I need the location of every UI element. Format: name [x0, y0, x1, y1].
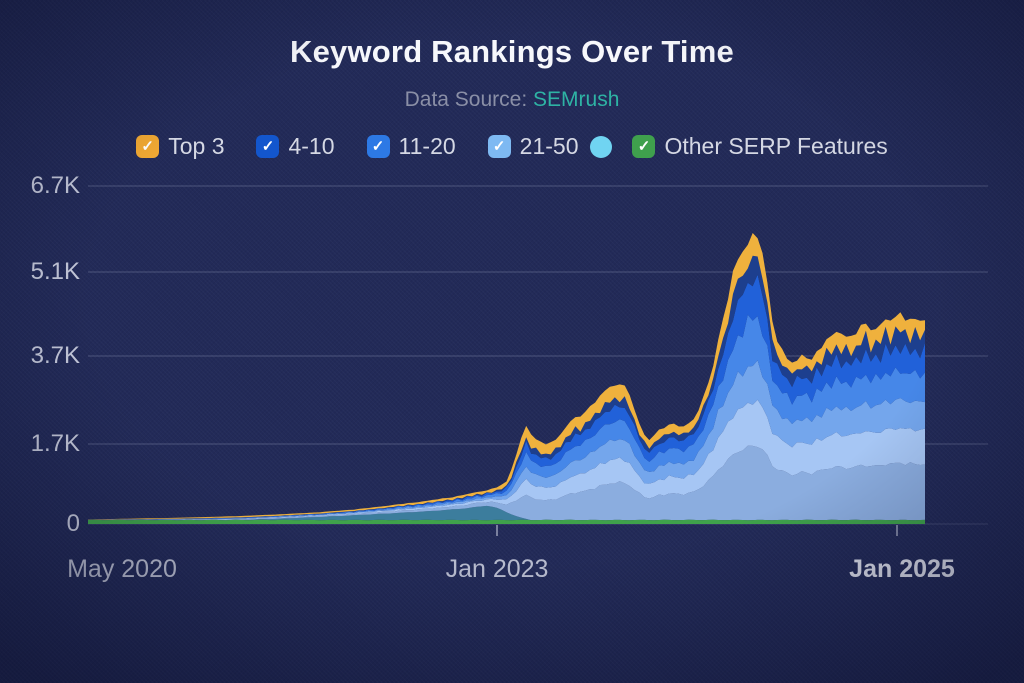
y-axis-tick-label: 6.7K: [30, 172, 80, 199]
area-band-other-serp-features: [88, 519, 925, 524]
legend-label: 11-20: [398, 133, 456, 159]
page-title: Keyword Rankings Over Time: [290, 34, 734, 69]
legend-label: Top 3: [168, 133, 225, 159]
chart-subtitle: Data Source: SEMrush: [0, 88, 1024, 112]
checkbox-checked-icon[interactable]: ✓: [487, 135, 511, 158]
x-axis-tick-label: Jan 2025: [849, 555, 955, 583]
checkbox-checked-icon[interactable]: ✓: [136, 135, 160, 158]
legend-item-4-10[interactable]: ✓ 4-10: [256, 133, 335, 160]
legend-item-21-50[interactable]: ✓ 21-50: [487, 133, 579, 160]
legend: ✓ Top 3 ✓ 4-10 ✓ 11-20 ✓ 21-50 ✓ Other SERP Featu…: [0, 133, 1024, 160]
checkbox-checked-icon[interactable]: ✓: [632, 135, 656, 158]
x-axis-tick-label: Jan 2023: [445, 555, 549, 583]
legend-item-unlabeled-dot-series[interactable]: [590, 135, 613, 158]
legend-label: 21-50: [519, 133, 579, 159]
y-axis-tick-label: 3.7K: [30, 342, 80, 369]
legend-label: 4-10: [288, 133, 335, 159]
legend-dot-icon[interactable]: [590, 135, 613, 158]
checkbox-checked-icon[interactable]: ✓: [256, 135, 280, 158]
data-source-value: SEMrush: [533, 88, 620, 111]
legend-item-other-serp-features[interactable]: ✓ Other SERP Features: [632, 133, 888, 160]
legend-item-top-3[interactable]: ✓ Top 3: [136, 133, 224, 160]
area-band-pale: [88, 445, 925, 521]
y-axis-tick-label: 1.7K: [30, 430, 80, 457]
data-source-label: Data Source:: [404, 88, 528, 111]
legend-label: Other SERP Features: [664, 133, 888, 159]
y-axis-tick-label: 5.1K: [30, 258, 80, 285]
legend-item-11-20[interactable]: ✓ 11-20: [366, 133, 456, 160]
x-axis-tick-label: May 2020: [67, 555, 177, 583]
checkbox-checked-icon[interactable]: ✓: [366, 135, 390, 158]
area-band-teal: [88, 505, 925, 521]
y-axis-tick-label: 0: [66, 510, 80, 537]
